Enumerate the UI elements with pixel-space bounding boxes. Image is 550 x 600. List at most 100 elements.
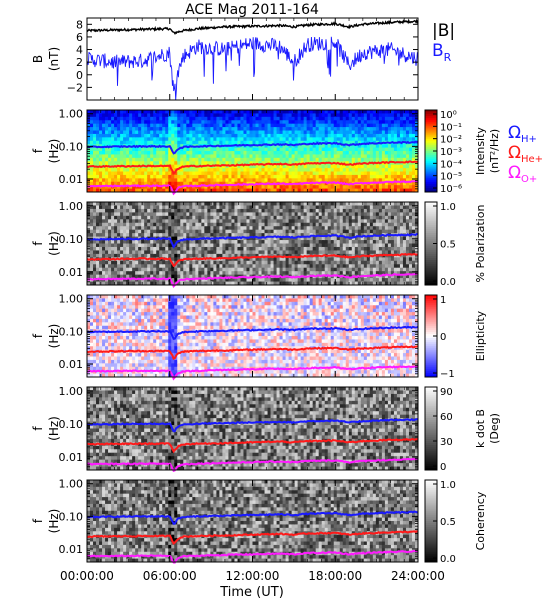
spectrogram-cell bbox=[90, 264, 94, 269]
spectrogram-cell bbox=[297, 278, 302, 283]
spectrogram-cell bbox=[321, 137, 326, 142]
spectrogram-cell bbox=[270, 140, 275, 145]
spectrogram-cell bbox=[228, 133, 232, 138]
spectrogram-cell bbox=[255, 250, 260, 255]
spectrogram-cell bbox=[351, 202, 356, 206]
spectrogram-cell bbox=[342, 240, 347, 244]
spectrogram-cell bbox=[345, 240, 350, 244]
spectrogram-cell bbox=[348, 253, 353, 258]
spectrogram-cell bbox=[324, 212, 329, 217]
spectrogram-cell bbox=[186, 219, 190, 224]
spectrogram-cell bbox=[321, 133, 326, 138]
spectrogram-cell bbox=[177, 133, 181, 138]
spectrogram-cell bbox=[183, 188, 187, 193]
spectrogram-cell bbox=[348, 110, 353, 114]
spectrogram-cell bbox=[213, 202, 217, 206]
spectrogram-cell bbox=[306, 130, 311, 135]
spectrogram-cell bbox=[249, 233, 253, 238]
spectrogram-cell bbox=[243, 120, 247, 125]
spectrogram-cell bbox=[180, 130, 184, 135]
spectrogram-cell bbox=[207, 246, 211, 251]
spectrogram-cell bbox=[300, 147, 305, 152]
spectrogram-cell bbox=[285, 219, 290, 224]
spectrogram-cell bbox=[132, 123, 136, 128]
spectrogram-cell bbox=[177, 188, 181, 193]
spectrogram-cell bbox=[123, 130, 127, 135]
spectrogram-cell bbox=[378, 123, 383, 128]
spectrogram-cell bbox=[87, 233, 91, 238]
spectrogram-cell bbox=[159, 147, 163, 152]
spectrogram-cell bbox=[153, 137, 157, 142]
spectrogram-cell bbox=[294, 240, 299, 244]
spectrogram-cell bbox=[219, 110, 223, 114]
spectrogram-cell bbox=[198, 271, 202, 276]
spectrogram-cell bbox=[159, 274, 163, 279]
spectrogram-cell bbox=[333, 243, 338, 248]
spectrogram-cell bbox=[213, 250, 217, 255]
spectrogram-cell bbox=[366, 154, 371, 159]
spectrogram-cell bbox=[291, 257, 296, 262]
spectrogram-cell bbox=[186, 154, 190, 159]
spectrogram-cell bbox=[252, 188, 257, 193]
spectrogram-cell bbox=[288, 253, 293, 258]
spectrogram-cell bbox=[309, 219, 314, 224]
spectrogram-cell bbox=[195, 208, 199, 213]
spectrogram-cell bbox=[93, 208, 97, 213]
spectrogram-cell bbox=[330, 236, 335, 241]
spectrogram-cell bbox=[246, 140, 250, 145]
spectrogram-cell bbox=[297, 127, 302, 131]
spectrogram-cell bbox=[219, 147, 223, 152]
spectrogram-cell bbox=[123, 274, 127, 279]
spectrogram-cell bbox=[123, 178, 127, 183]
spectrogram-cell bbox=[309, 137, 314, 142]
spectrogram-cell bbox=[234, 264, 238, 269]
spectrogram-cell bbox=[297, 222, 302, 227]
spectrogram-cell bbox=[354, 168, 359, 172]
spectrogram-cell bbox=[318, 171, 323, 176]
spectrogram-cell bbox=[153, 120, 157, 125]
spectrogram-cell bbox=[291, 264, 296, 269]
spectrogram-cell bbox=[255, 130, 260, 135]
spectrogram-cell bbox=[228, 147, 232, 152]
spectrogram-cell bbox=[348, 271, 353, 276]
spectrogram-cell bbox=[240, 246, 244, 251]
spectrogram-cell bbox=[372, 130, 377, 135]
spectrogram-cell bbox=[261, 264, 266, 269]
spectrogram-cell bbox=[222, 110, 226, 114]
spectrogram-cell bbox=[366, 116, 371, 121]
spectrogram-cell bbox=[123, 278, 127, 283]
spectrogram-cell bbox=[144, 212, 148, 217]
spectrogram-cell bbox=[252, 113, 257, 118]
spectrogram-cell bbox=[192, 137, 196, 142]
spectrogram-cell bbox=[366, 188, 371, 193]
spectrogram-cell bbox=[117, 123, 121, 128]
spectrogram-cell bbox=[345, 161, 350, 166]
spectrogram-cell bbox=[357, 133, 362, 138]
spectrogram-cell bbox=[294, 271, 299, 276]
spectrogram-cell bbox=[369, 168, 374, 172]
colorbar-step bbox=[425, 142, 437, 146]
spectrogram-cell bbox=[135, 229, 139, 234]
spectrogram-cell bbox=[129, 151, 133, 155]
spectrogram-cell bbox=[321, 257, 326, 262]
spectrogram-cell bbox=[396, 188, 401, 193]
spectrogram-cell bbox=[225, 130, 229, 135]
spectrogram-cell bbox=[297, 229, 302, 234]
spectrogram-cell bbox=[201, 147, 205, 152]
spectrogram-cell bbox=[258, 229, 263, 234]
spectrogram-cell bbox=[87, 123, 91, 128]
spectrogram-cell bbox=[249, 243, 253, 248]
spectrogram-cell bbox=[249, 215, 253, 220]
spectrogram-cell bbox=[147, 123, 151, 128]
spectrogram-cell bbox=[258, 178, 263, 183]
spectrogram-cell bbox=[378, 181, 383, 186]
spectrogram-cell bbox=[390, 171, 395, 176]
spectrogram-cell bbox=[195, 120, 199, 125]
spectrogram-cell bbox=[225, 171, 229, 176]
spectrogram-cell bbox=[405, 110, 410, 114]
spectrogram-cell bbox=[144, 250, 148, 255]
spectrogram-cell bbox=[141, 147, 145, 152]
spectrogram-cell bbox=[369, 164, 374, 169]
spectrogram-cell bbox=[165, 174, 169, 179]
spectrogram-cell bbox=[273, 267, 278, 272]
